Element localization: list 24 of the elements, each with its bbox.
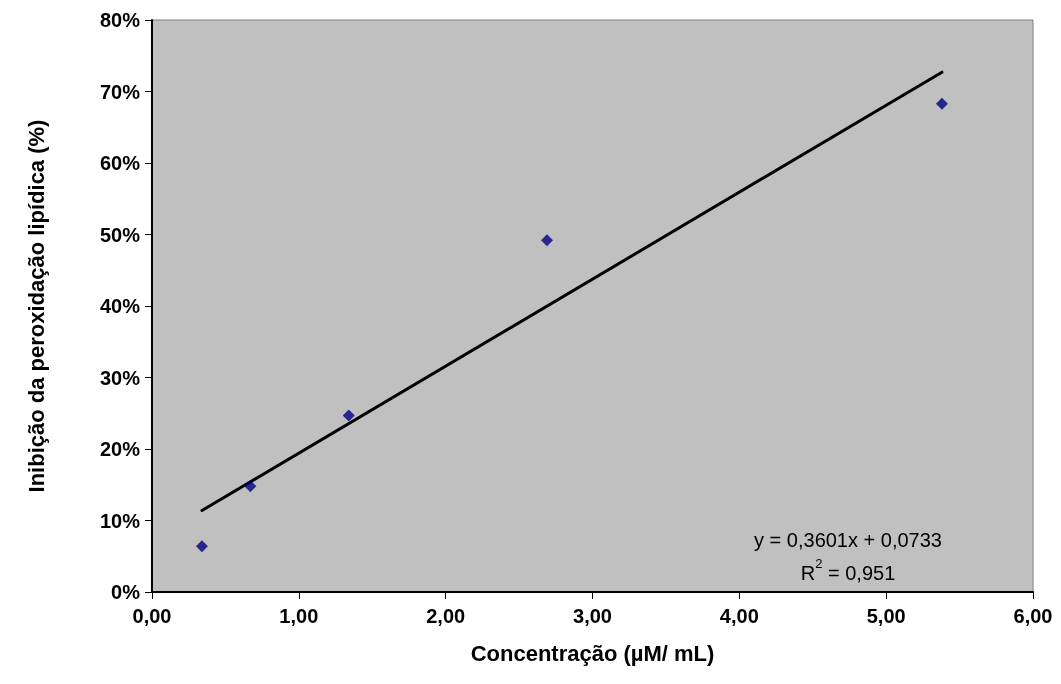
y-axis-title: Inibição da peroxidação lipídica (%) (23, 119, 49, 493)
y-tick-label: 60% (99, 152, 141, 174)
y-tick-label: 20% (99, 438, 141, 460)
point (342, 409, 355, 422)
x-tick-label: 0,00 (132, 605, 172, 627)
y-tick-label: 10% (99, 509, 141, 532)
x-tick-label: 5,00 (866, 605, 906, 627)
y-tick-label: 80% (99, 9, 141, 31)
x-tick-label: 3,00 (573, 605, 612, 627)
y-tick-label: 40% (99, 295, 141, 317)
x-tick-label: 6,00 (1013, 605, 1053, 627)
x-tick-label: 1,00 (279, 605, 319, 627)
point (935, 97, 948, 110)
x-tick-label: 4,00 (719, 605, 759, 627)
x-tick-label: 2,00 (426, 605, 466, 627)
point (540, 234, 553, 247)
point (195, 540, 208, 553)
y-tick-label: 50% (99, 223, 141, 246)
y-tick-label: 30% (99, 366, 141, 389)
y-tick-label: 70% (99, 80, 141, 103)
x-axis-title: Concentração (µM/ mL) (470, 640, 715, 666)
annotation: y = 0,3601x + 0,0733 (754, 529, 942, 551)
y-tick-label: 0% (111, 581, 141, 603)
point (244, 480, 257, 493)
